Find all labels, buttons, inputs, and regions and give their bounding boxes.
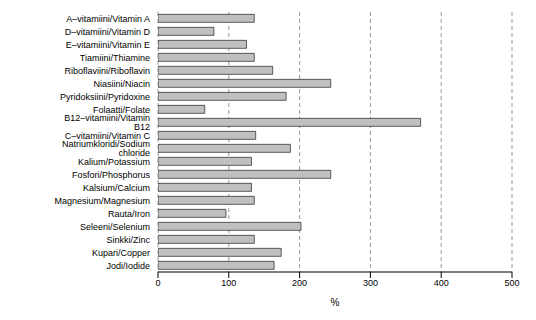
svg-text:0: 0 — [155, 278, 160, 288]
svg-text:C–vitamiini/Vitamin C: C–vitamiini/Vitamin C — [64, 130, 150, 141]
svg-text:E–vitamiini/Vitamin E: E–vitamiini/Vitamin E — [66, 40, 150, 50]
svg-text:100: 100 — [221, 278, 236, 288]
svg-text:Riboflaviini/Riboflavin: Riboflaviini/Riboflavin — [64, 66, 150, 76]
svg-text:Kalium/Potassium: Kalium/Potassium — [78, 157, 150, 167]
svg-text:Kupari/Copper: Kupari/Copper — [92, 248, 150, 258]
svg-text:500: 500 — [504, 278, 519, 288]
svg-text:Tiamiini/Thiamine: Tiamiini/Thiamine — [80, 53, 150, 63]
svg-text:B12–vitamiini/VitaminB12: B12–vitamiini/VitaminB12 — [64, 113, 150, 132]
svg-text:Niasiini/Niacin: Niasiini/Niacin — [93, 79, 150, 89]
svg-text:Natriumkloridi/Sodiumchloride: Natriumkloridi/Sodiumchloride — [62, 139, 150, 158]
svg-text:Seleeni/Selenium: Seleeni/Selenium — [80, 222, 150, 232]
svg-text:A–vitamiini/Vitamin A: A–vitamiini/Vitamin A — [66, 14, 150, 24]
svg-text:Fosfori/Phosphorus: Fosfori/Phosphorus — [72, 170, 151, 180]
svg-text:%: % — [331, 297, 340, 308]
svg-text:Rauta/Iron: Rauta/Iron — [108, 209, 150, 219]
svg-text:Sinkki/Zinc: Sinkki/Zinc — [106, 235, 150, 245]
svg-text:400: 400 — [434, 278, 449, 288]
svg-text:300: 300 — [363, 278, 378, 288]
svg-text:200: 200 — [292, 278, 307, 288]
svg-text:Jodi/Iodide: Jodi/Iodide — [106, 261, 150, 271]
svg-text:Kalsium/Calcium: Kalsium/Calcium — [83, 183, 150, 193]
svg-text:D–vitamiini/Vitamin D: D–vitamiini/Vitamin D — [65, 27, 151, 37]
svg-text:Magnesium/Magnesium: Magnesium/Magnesium — [54, 196, 150, 206]
svg-text:Folaatti/Folate: Folaatti/Folate — [93, 104, 150, 115]
svg-text:Pyridoksiini/Pyridoxine: Pyridoksiini/Pyridoxine — [60, 92, 150, 102]
